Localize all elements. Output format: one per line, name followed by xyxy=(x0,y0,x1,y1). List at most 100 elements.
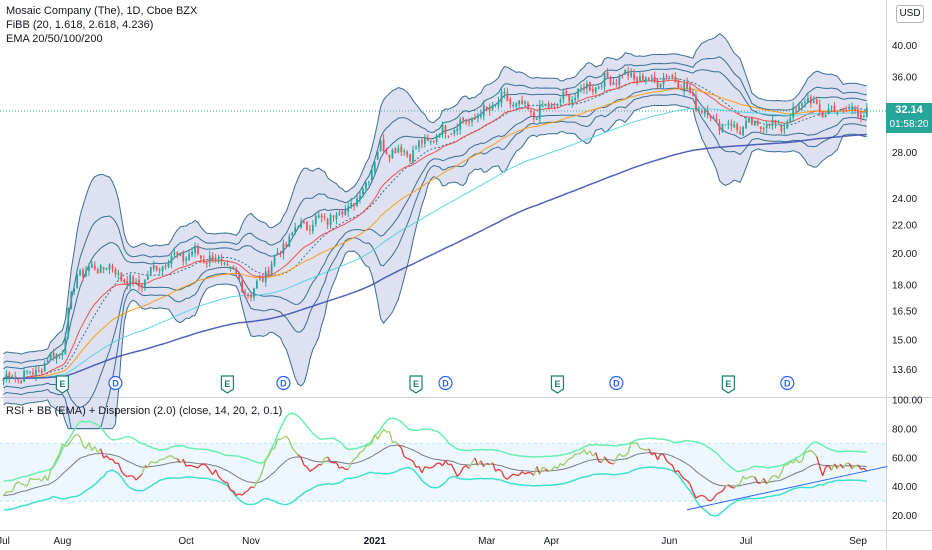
candle[interactable] xyxy=(821,111,824,118)
symbol-title[interactable]: Mosaic Company (The), 1D, Cboe BZX xyxy=(6,5,198,17)
candle[interactable] xyxy=(129,273,132,291)
candle[interactable] xyxy=(715,113,718,124)
candle[interactable] xyxy=(553,102,556,110)
candle[interactable] xyxy=(29,370,31,375)
candle[interactable] xyxy=(294,222,297,235)
candle[interactable] xyxy=(780,123,783,134)
candle[interactable] xyxy=(350,198,353,209)
candle[interactable] xyxy=(5,370,8,383)
candle[interactable] xyxy=(656,77,659,89)
candle[interactable] xyxy=(532,110,535,123)
candle[interactable] xyxy=(644,76,647,85)
candle[interactable] xyxy=(612,77,615,86)
candle[interactable] xyxy=(695,91,697,112)
candle[interactable] xyxy=(562,88,565,104)
candle[interactable] xyxy=(176,251,179,259)
candle[interactable] xyxy=(126,275,129,290)
candle[interactable] xyxy=(291,231,294,237)
candle[interactable] xyxy=(518,100,521,109)
candle[interactable] xyxy=(211,252,214,263)
candle[interactable] xyxy=(82,267,84,282)
candle[interactable] xyxy=(432,139,435,144)
candle[interactable] xyxy=(515,102,518,110)
candle[interactable] xyxy=(686,77,688,92)
earnings-marker[interactable]: E xyxy=(220,375,235,394)
candle[interactable] xyxy=(792,102,795,122)
candle[interactable] xyxy=(418,139,420,152)
candle[interactable] xyxy=(32,368,34,378)
candle[interactable] xyxy=(144,279,146,291)
candle[interactable] xyxy=(288,233,291,248)
candle[interactable] xyxy=(777,119,780,125)
candle[interactable] xyxy=(253,287,255,301)
candle[interactable] xyxy=(164,262,167,270)
candle[interactable] xyxy=(474,113,476,120)
candle[interactable] xyxy=(465,118,467,126)
candle[interactable] xyxy=(241,276,244,293)
candle[interactable] xyxy=(809,94,812,108)
candle[interactable] xyxy=(591,85,594,96)
candle[interactable] xyxy=(85,265,87,278)
candle[interactable] xyxy=(804,98,806,108)
candle[interactable] xyxy=(485,106,488,112)
candle[interactable] xyxy=(73,285,76,296)
candle[interactable] xyxy=(306,221,308,231)
candle[interactable] xyxy=(807,92,809,103)
candle[interactable] xyxy=(43,360,46,372)
candle[interactable] xyxy=(642,72,644,82)
candle[interactable] xyxy=(709,115,712,122)
candle[interactable] xyxy=(556,103,559,109)
candle[interactable] xyxy=(202,255,205,264)
candle[interactable] xyxy=(108,263,111,275)
candle[interactable] xyxy=(261,273,264,283)
candle[interactable] xyxy=(341,209,344,218)
candle[interactable] xyxy=(789,113,792,123)
candle[interactable] xyxy=(226,260,229,267)
candle[interactable] xyxy=(58,353,61,360)
candle[interactable] xyxy=(61,349,64,360)
candle[interactable] xyxy=(423,134,426,148)
candle[interactable] xyxy=(836,111,839,116)
candle[interactable] xyxy=(173,247,176,259)
candle[interactable] xyxy=(768,123,771,129)
candle[interactable] xyxy=(618,73,621,90)
candle[interactable] xyxy=(689,82,691,95)
candle[interactable] xyxy=(639,71,641,82)
candle[interactable] xyxy=(863,114,865,119)
candle[interactable] xyxy=(152,260,155,272)
candle[interactable] xyxy=(93,261,96,271)
candle[interactable] xyxy=(270,260,273,276)
candle[interactable] xyxy=(314,213,317,227)
candle[interactable] xyxy=(597,85,600,90)
candle[interactable] xyxy=(208,250,211,267)
candle[interactable] xyxy=(111,263,114,273)
candle[interactable] xyxy=(300,217,302,229)
candle[interactable] xyxy=(244,289,246,299)
candle[interactable] xyxy=(636,76,638,86)
candle[interactable] xyxy=(114,267,117,278)
candle[interactable] xyxy=(706,105,709,119)
candle[interactable] xyxy=(833,101,836,113)
candle[interactable] xyxy=(771,115,774,130)
candle[interactable] xyxy=(530,109,532,117)
candle[interactable] xyxy=(830,105,833,113)
candle[interactable] xyxy=(633,69,635,84)
candle[interactable] xyxy=(577,88,579,101)
candle[interactable] xyxy=(865,103,868,119)
candle[interactable] xyxy=(650,74,653,83)
candle[interactable] xyxy=(753,120,756,127)
candle[interactable] xyxy=(415,145,417,150)
candle[interactable] xyxy=(647,76,650,80)
candle[interactable] xyxy=(14,371,17,383)
candle[interactable] xyxy=(524,100,526,108)
candle[interactable] xyxy=(76,273,79,289)
candle[interactable] xyxy=(17,378,20,384)
candle[interactable] xyxy=(568,93,571,105)
candle[interactable] xyxy=(762,126,765,135)
candle[interactable] xyxy=(786,119,789,130)
earnings-marker[interactable]: E xyxy=(55,375,70,394)
candle[interactable] xyxy=(2,378,5,386)
candle[interactable] xyxy=(680,84,683,91)
candle[interactable] xyxy=(730,119,733,132)
candle[interactable] xyxy=(662,72,665,90)
